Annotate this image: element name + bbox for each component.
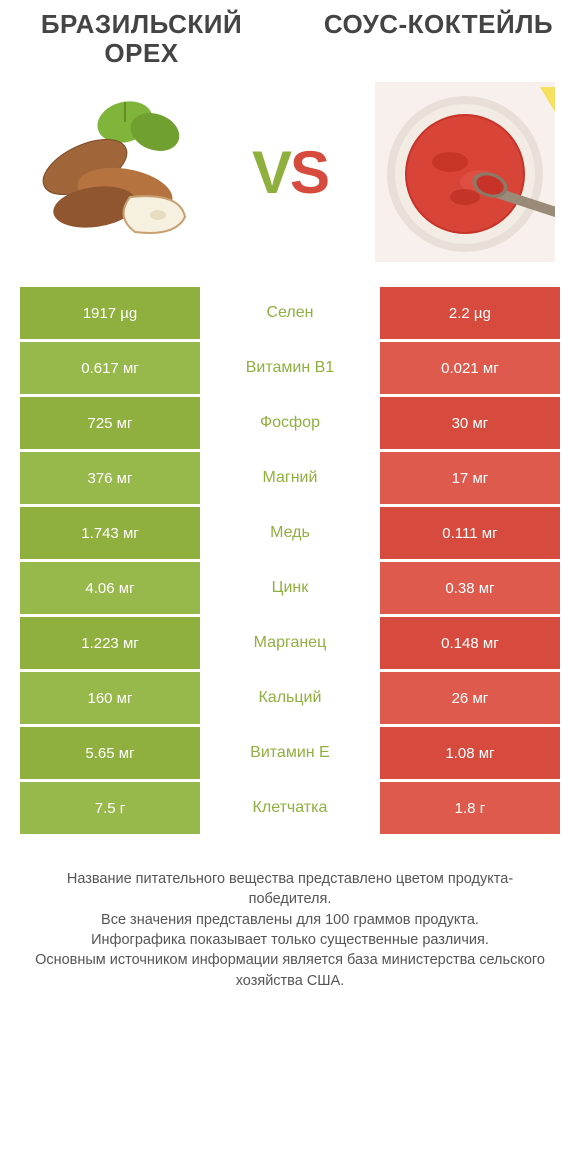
footer-notes: Название питательного вещества представл… [20,869,560,991]
cell-right-value: 1.8 г [380,782,560,834]
cell-left-value: 725 мг [20,397,200,449]
vs-s: S [290,139,328,206]
cell-nutrient-name: Селен [200,287,380,339]
cell-right-value: 0.021 мг [380,342,560,394]
comparison-table: 1917 µgСелен2.2 µg0.617 мгВитамин B10.02… [20,287,560,834]
right-image [370,77,560,267]
title-right: СОУС-КОКТЕЙЛЬ [317,10,560,39]
cell-nutrient-name: Марганец [200,617,380,669]
vs-v: V [252,139,290,206]
cell-nutrient-name: Клетчатка [200,782,380,834]
title-row: БРАЗИЛЬСКИЙ ОРЕХ СОУС-КОКТЕЙЛЬ [20,10,560,67]
table-row: 7.5 гКлетчатка1.8 г [20,782,560,834]
cell-right-value: 0.38 мг [380,562,560,614]
cell-nutrient-name: Фосфор [200,397,380,449]
table-row: 725 мгФосфор30 мг [20,397,560,449]
left-image [20,77,210,267]
table-row: 0.617 мгВитамин B10.021 мг [20,342,560,394]
cell-right-value: 30 мг [380,397,560,449]
table-row: 5.65 мгВитамин E1.08 мг [20,727,560,779]
cell-left-value: 1.743 мг [20,507,200,559]
table-row: 1.223 мгМарганец0.148 мг [20,617,560,669]
sauce-bowl-icon [375,82,555,262]
vs-label: VS [252,138,328,207]
footer-line-4: Основным источником информации является … [30,950,550,991]
cell-right-value: 0.148 мг [380,617,560,669]
footer-line-2: Все значения представлены для 100 граммо… [30,910,550,930]
title-left: БРАЗИЛЬСКИЙ ОРЕХ [20,10,263,67]
cell-left-value: 1.223 мг [20,617,200,669]
table-row: 1917 µgСелен2.2 µg [20,287,560,339]
cell-nutrient-name: Витамин E [200,727,380,779]
cell-right-value: 17 мг [380,452,560,504]
cell-left-value: 376 мг [20,452,200,504]
cell-left-value: 4.06 мг [20,562,200,614]
cell-left-value: 5.65 мг [20,727,200,779]
cell-right-value: 0.111 мг [380,507,560,559]
cell-nutrient-name: Медь [200,507,380,559]
infographic-container: БРАЗИЛЬСКИЙ ОРЕХ СОУС-КОКТЕЙЛЬ VS [0,0,580,1021]
cell-left-value: 7.5 г [20,782,200,834]
table-row: 4.06 мгЦинк0.38 мг [20,562,560,614]
cell-nutrient-name: Цинк [200,562,380,614]
cell-nutrient-name: Магний [200,452,380,504]
cell-nutrient-name: Витамин B1 [200,342,380,394]
table-row: 1.743 мгМедь0.111 мг [20,507,560,559]
footer-line-3: Инфографика показывает только существенн… [30,930,550,950]
table-row: 160 мгКальций26 мг [20,672,560,724]
cell-left-value: 0.617 мг [20,342,200,394]
brazil-nut-icon [30,97,200,247]
cell-nutrient-name: Кальций [200,672,380,724]
cell-left-value: 160 мг [20,672,200,724]
cell-left-value: 1917 µg [20,287,200,339]
image-row: VS [20,77,560,267]
cell-right-value: 1.08 мг [380,727,560,779]
table-row: 376 мгМагний17 мг [20,452,560,504]
cell-right-value: 2.2 µg [380,287,560,339]
footer-line-1: Название питательного вещества представл… [30,869,550,910]
cell-right-value: 26 мг [380,672,560,724]
